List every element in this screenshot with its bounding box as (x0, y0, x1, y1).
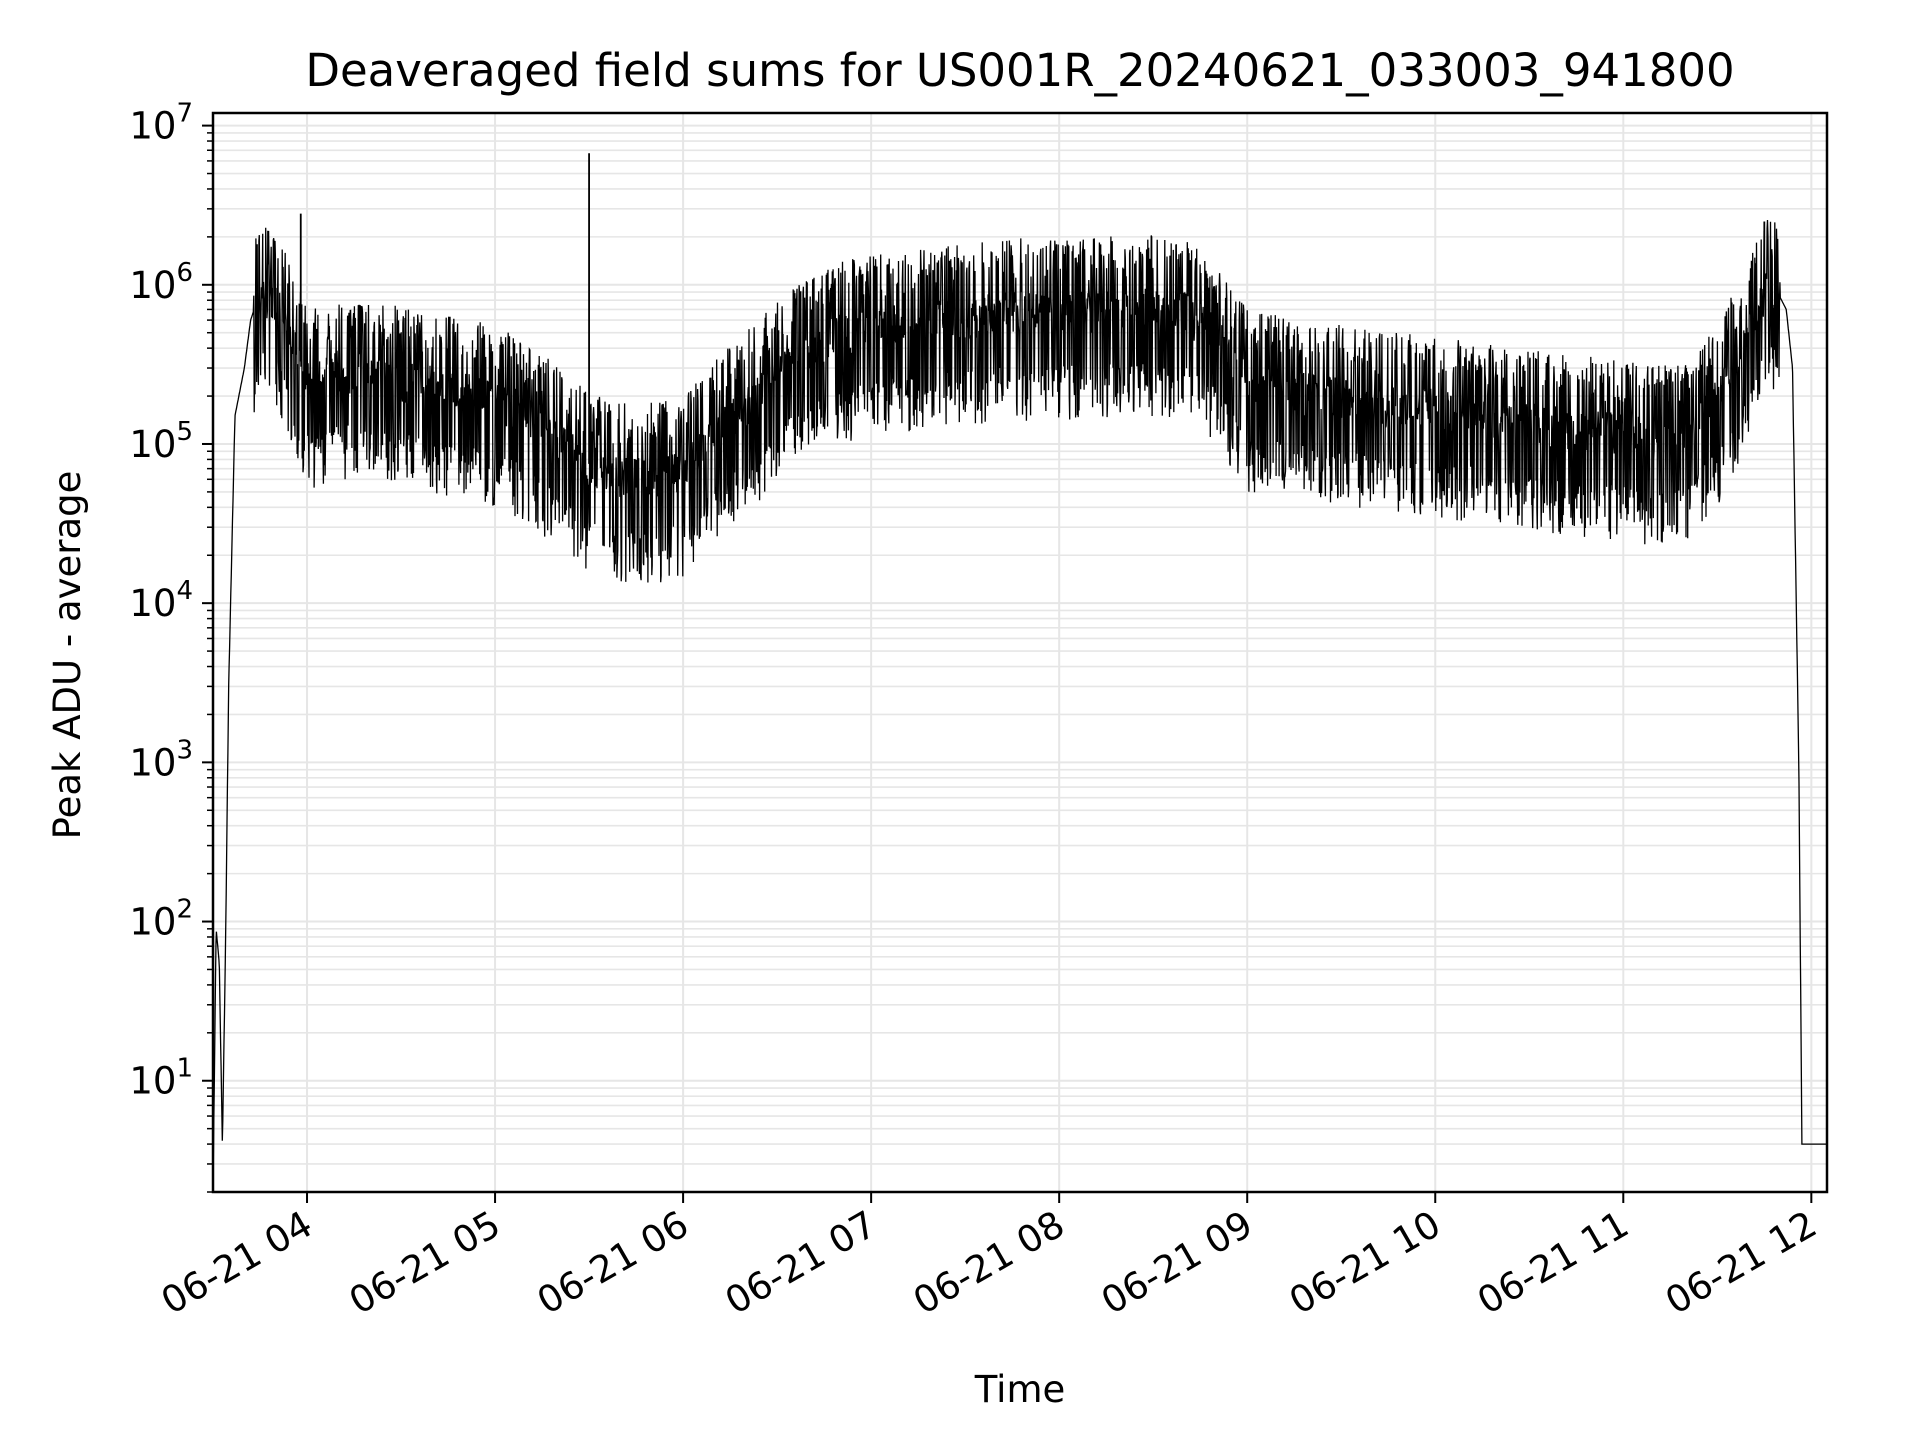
y-tick-label: 103 (129, 735, 193, 784)
y-tick-label: 104 (129, 576, 193, 625)
data-series-line (212, 219, 1827, 1193)
y-tick-label: 106 (129, 258, 193, 307)
y-tick-label: 102 (129, 895, 193, 944)
y-tick-label: 101 (129, 1054, 193, 1103)
data-layer (212, 153, 1827, 1193)
y-tick-label: 107 (129, 99, 193, 148)
x-axis-label: Time (974, 1368, 1066, 1411)
y-axis-label: Peak ADU - average (46, 471, 89, 840)
plot-frame (211, 111, 1829, 1194)
y-tick-label: 105 (129, 417, 193, 466)
chart-title: Deaveraged field sums for US001R_2024062… (305, 44, 1734, 97)
